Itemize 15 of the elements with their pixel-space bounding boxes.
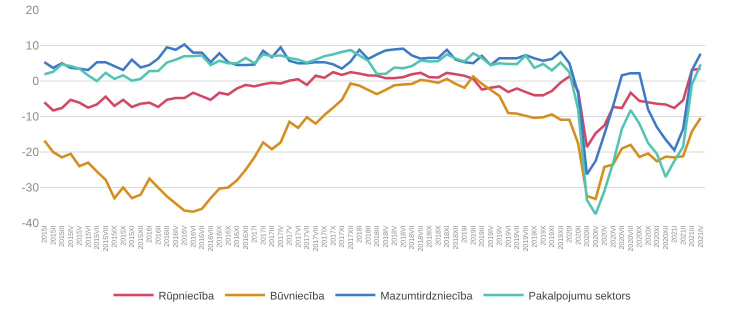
y-tick-label: 10 — [26, 38, 40, 53]
line-series — [43, 67, 702, 148]
line-series — [43, 43, 702, 176]
y-tick-label: -10 — [22, 110, 40, 124]
legend-label: Būvniecība — [270, 290, 326, 302]
line-series — [43, 48, 702, 216]
legend-label: Mazumtirdzniecība — [380, 290, 474, 302]
y-tick-label: 0 — [32, 74, 40, 88]
y-tick-label: -30 — [22, 180, 40, 195]
legend-label: Rūpniecība — [158, 290, 216, 302]
y-tick-label: -20 — [22, 145, 40, 160]
line-series — [43, 75, 702, 213]
legend-label: Pakalpojumu sektors — [528, 290, 632, 302]
y-tick-label: -40 — [22, 216, 40, 230]
y-tick-label: 20 — [26, 3, 40, 18]
